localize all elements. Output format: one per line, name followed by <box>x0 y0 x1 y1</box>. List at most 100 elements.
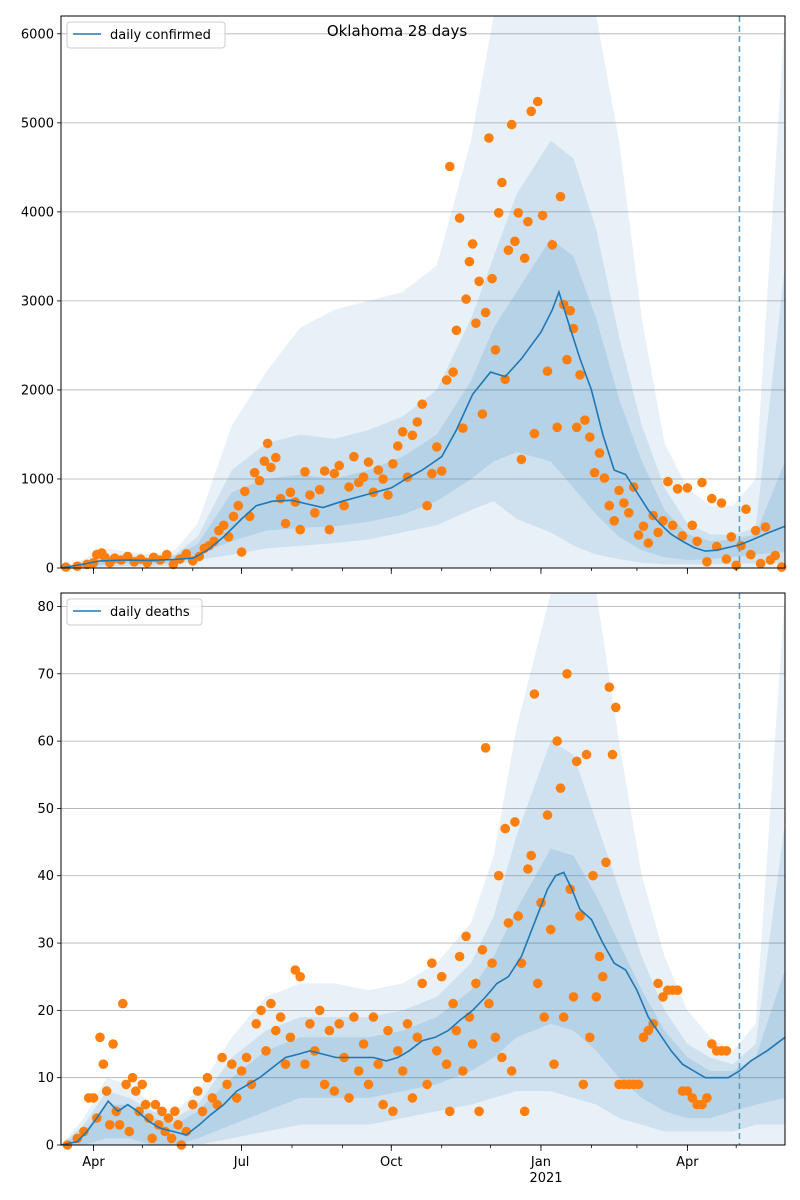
data-point <box>319 466 330 476</box>
data-point <box>236 1066 247 1076</box>
data-point <box>218 520 229 531</box>
deaths-axes-frame <box>60 592 786 1146</box>
data-point <box>373 1059 384 1069</box>
data-point <box>568 992 579 1002</box>
data-point <box>266 462 276 473</box>
data-point <box>319 1079 330 1090</box>
data-point <box>513 911 523 921</box>
data-point <box>506 1066 517 1076</box>
data-point <box>510 817 520 827</box>
data-point <box>368 1012 379 1022</box>
data-point <box>619 498 629 508</box>
data-point <box>537 210 548 221</box>
data-point <box>101 1086 112 1096</box>
data-point <box>480 743 491 753</box>
y-tick-label: 3000 <box>21 294 54 309</box>
data-point <box>510 236 520 247</box>
data-point <box>271 452 281 463</box>
data-point <box>314 484 325 495</box>
x-tick-label: Apr <box>676 1155 699 1170</box>
data-point <box>607 749 618 760</box>
x-tick-label: Jan <box>530 1155 551 1170</box>
data-point <box>493 870 504 881</box>
data-point <box>594 951 605 962</box>
data-point <box>432 442 442 452</box>
data-point <box>334 1019 345 1029</box>
data-point <box>474 276 484 287</box>
data-point <box>707 1039 717 1049</box>
data-point <box>516 958 527 968</box>
data-point <box>707 493 717 504</box>
data-point <box>285 487 296 498</box>
deaths-y-ticks: 0 10 20 30 40 50 60 70 80 <box>37 600 61 1154</box>
data-point <box>526 850 536 861</box>
data-point <box>506 119 517 130</box>
data-point <box>261 1046 271 1056</box>
data-point <box>324 1025 335 1036</box>
y-tick-label: 30 <box>37 937 54 952</box>
x-tick-label: Jul <box>233 1155 250 1170</box>
data-point <box>124 1126 135 1137</box>
data-point <box>677 531 688 541</box>
y-tick-label: 20 <box>37 1004 54 1019</box>
data-point <box>454 213 465 223</box>
data-point <box>526 106 536 117</box>
data-point <box>88 1093 99 1103</box>
data-point <box>461 931 471 942</box>
data-point <box>432 1046 442 1056</box>
data-point <box>202 1072 213 1083</box>
data-point <box>98 1059 109 1069</box>
data-point <box>604 500 615 511</box>
data-point <box>412 417 423 427</box>
data-point <box>79 1126 89 1137</box>
data-point <box>653 527 663 538</box>
data-point <box>575 370 585 380</box>
data-point <box>329 468 340 479</box>
data-point <box>448 367 458 377</box>
data-point <box>532 978 543 989</box>
y-tick-label: 4000 <box>21 205 54 220</box>
data-point <box>305 1019 315 1029</box>
y-tick-label: 0 <box>46 562 54 577</box>
data-point <box>188 1099 198 1110</box>
data-point <box>490 345 501 355</box>
data-point <box>523 216 533 227</box>
data-point <box>487 958 497 968</box>
data-point <box>108 1039 118 1049</box>
data-point <box>334 460 345 471</box>
data-point <box>393 441 403 451</box>
data-point <box>578 1079 589 1090</box>
data-point <box>168 559 179 570</box>
data-point <box>256 1005 266 1016</box>
data-point <box>244 511 255 522</box>
data-point <box>388 1106 398 1117</box>
data-point <box>555 783 566 793</box>
data-point <box>407 1093 418 1103</box>
data-point <box>192 1086 203 1096</box>
data-point <box>222 1079 232 1090</box>
data-point <box>663 476 673 487</box>
data-point <box>153 1120 164 1130</box>
data-point <box>687 1093 698 1103</box>
confidence-band <box>61 140 785 568</box>
data-point <box>589 467 600 478</box>
data-point <box>609 516 619 526</box>
series-line <box>60 871 786 1146</box>
data-point <box>643 1025 654 1036</box>
data-point <box>658 516 668 526</box>
y-tick-label: 80 <box>37 600 54 615</box>
data-point <box>436 466 447 476</box>
data-point <box>474 1106 484 1117</box>
data-point <box>741 504 751 514</box>
legend-label-deaths: daily deaths <box>110 605 190 620</box>
data-point <box>503 245 514 255</box>
data-point <box>412 1032 423 1043</box>
deaths-panel: 0 10 20 30 40 50 60 70 80 Apr Jul Oct Jan Apr 2021 d… <box>37 592 786 1186</box>
confidence-band <box>61 593 785 1145</box>
data-point <box>682 483 693 493</box>
data-point <box>114 1120 125 1130</box>
data-point <box>562 354 572 365</box>
data-point <box>305 490 315 500</box>
data-point <box>271 1025 281 1036</box>
data-point <box>467 239 478 249</box>
